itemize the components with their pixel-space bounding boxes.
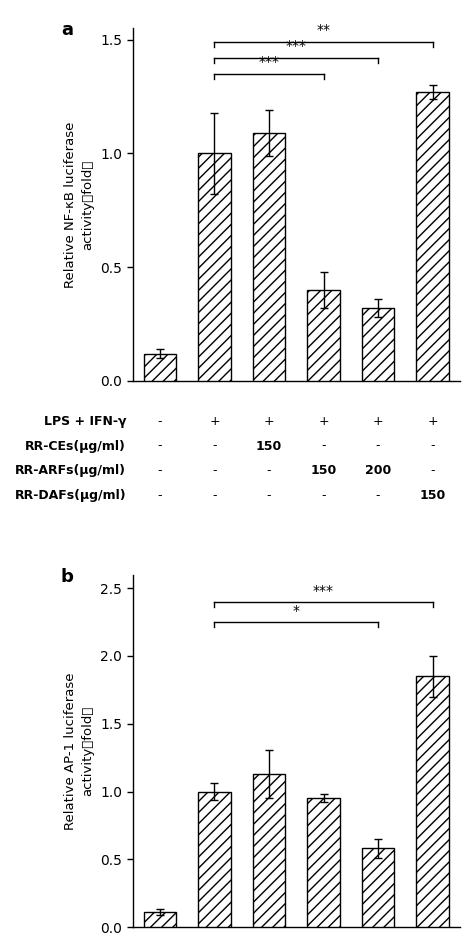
Text: -: - xyxy=(158,489,162,501)
Bar xyxy=(362,308,394,381)
Bar xyxy=(307,289,340,381)
Text: ***: *** xyxy=(313,584,334,598)
Y-axis label: Relative AP-1 luciferase
activity（fold）: Relative AP-1 luciferase activity（fold） xyxy=(64,672,95,830)
Text: +: + xyxy=(318,415,329,428)
Text: -: - xyxy=(376,489,380,501)
Text: -: - xyxy=(158,415,162,428)
Text: -: - xyxy=(376,440,380,452)
Text: 150: 150 xyxy=(310,464,337,477)
Bar xyxy=(307,798,340,927)
Text: -: - xyxy=(212,489,217,501)
Text: -: - xyxy=(267,489,271,501)
Bar xyxy=(253,774,285,927)
Bar xyxy=(144,354,176,381)
Text: -: - xyxy=(158,464,162,477)
Text: 150: 150 xyxy=(256,440,282,452)
Bar xyxy=(416,92,449,381)
Bar xyxy=(198,153,231,381)
Text: -: - xyxy=(321,440,326,452)
Text: 200: 200 xyxy=(365,464,391,477)
Text: +: + xyxy=(264,415,274,428)
Text: 150: 150 xyxy=(419,489,446,501)
Text: *: * xyxy=(293,604,300,618)
Bar xyxy=(144,912,176,927)
Bar xyxy=(198,792,231,927)
Text: ***: *** xyxy=(286,40,307,53)
Text: RR-ARFs(μg/ml): RR-ARFs(μg/ml) xyxy=(15,464,126,477)
Text: -: - xyxy=(267,464,271,477)
Text: -: - xyxy=(212,464,217,477)
Text: RR-DAFs(μg/ml): RR-DAFs(μg/ml) xyxy=(15,489,126,501)
Text: -: - xyxy=(158,440,162,452)
Text: LPS + IFN-γ: LPS + IFN-γ xyxy=(44,415,126,428)
Text: +: + xyxy=(373,415,383,428)
Text: ***: *** xyxy=(258,55,280,69)
Text: **: ** xyxy=(317,24,330,38)
Bar xyxy=(253,133,285,381)
Bar xyxy=(362,849,394,927)
Text: a: a xyxy=(61,22,73,40)
Bar xyxy=(416,676,449,927)
Text: +: + xyxy=(209,415,220,428)
Text: -: - xyxy=(430,440,435,452)
Text: +: + xyxy=(427,415,438,428)
Y-axis label: Relative NF-κB luciferase
activity（fold）: Relative NF-κB luciferase activity（fold） xyxy=(64,121,95,288)
Text: RR-CEs(μg/ml): RR-CEs(μg/ml) xyxy=(25,440,126,452)
Text: -: - xyxy=(321,489,326,501)
Text: b: b xyxy=(61,568,73,586)
Text: -: - xyxy=(212,440,217,452)
Text: -: - xyxy=(430,464,435,477)
